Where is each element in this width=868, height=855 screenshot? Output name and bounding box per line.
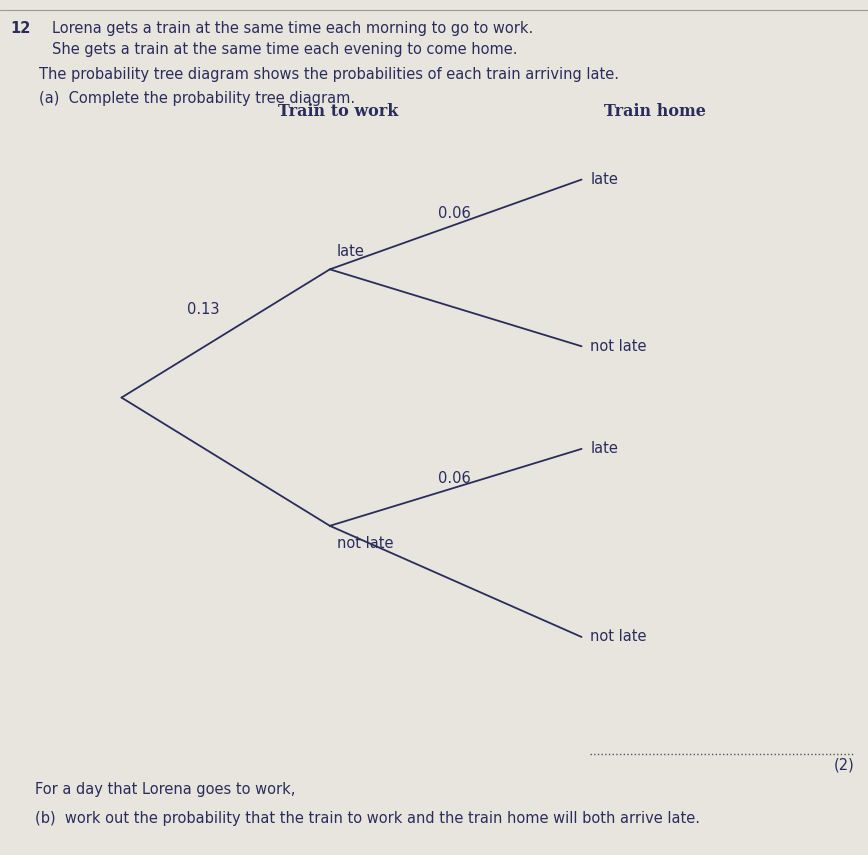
Text: late: late xyxy=(590,172,618,187)
Text: Lorena gets a train at the same time each morning to go to work.: Lorena gets a train at the same time eac… xyxy=(52,21,533,37)
Text: The probability tree diagram shows the probabilities of each train arriving late: The probability tree diagram shows the p… xyxy=(39,67,619,82)
Text: For a day that Lorena goes to work,: For a day that Lorena goes to work, xyxy=(35,782,295,798)
Text: 0.13: 0.13 xyxy=(187,302,219,317)
Text: (b)  work out the probability that the train to work and the train home will bot: (b) work out the probability that the tr… xyxy=(35,811,700,826)
Text: (2): (2) xyxy=(834,758,855,773)
Text: not late: not late xyxy=(337,536,393,551)
Text: She gets a train at the same time each evening to come home.: She gets a train at the same time each e… xyxy=(52,42,517,57)
Text: not late: not late xyxy=(590,629,647,645)
Text: 0.06: 0.06 xyxy=(438,206,471,221)
Text: late: late xyxy=(337,244,365,259)
Text: 12: 12 xyxy=(10,21,30,37)
Text: 0.06: 0.06 xyxy=(438,471,471,486)
Text: not late: not late xyxy=(590,339,647,354)
Text: Train home: Train home xyxy=(604,103,707,120)
Text: (a)  Complete the probability tree diagram.: (a) Complete the probability tree diagra… xyxy=(39,91,355,107)
Text: late: late xyxy=(590,441,618,457)
Text: Train to work: Train to work xyxy=(279,103,398,120)
